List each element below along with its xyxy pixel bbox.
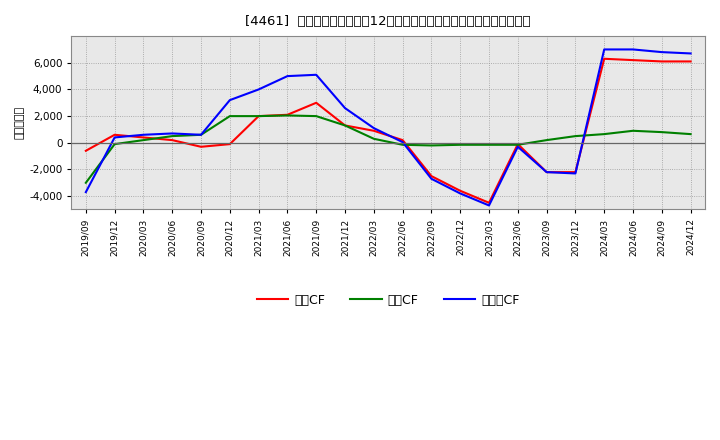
フリーCF bbox=[283, 73, 292, 79]
営業CF bbox=[629, 58, 637, 63]
投資CF bbox=[398, 142, 407, 147]
投資CF bbox=[110, 142, 119, 147]
フリーCF bbox=[600, 47, 608, 52]
投資CF bbox=[168, 133, 176, 139]
フリーCF bbox=[456, 191, 464, 196]
営業CF bbox=[168, 137, 176, 143]
営業CF bbox=[542, 169, 551, 175]
投資CF bbox=[657, 129, 666, 135]
フリーCF bbox=[139, 132, 148, 137]
営業CF bbox=[657, 59, 666, 64]
営業CF bbox=[398, 137, 407, 143]
投資CF bbox=[513, 142, 522, 147]
投資CF bbox=[600, 132, 608, 137]
投資CF bbox=[225, 114, 234, 119]
Line: フリーCF: フリーCF bbox=[86, 49, 690, 205]
営業CF bbox=[485, 200, 493, 205]
投資CF bbox=[485, 142, 493, 147]
投資CF bbox=[341, 123, 349, 128]
投資CF bbox=[456, 142, 464, 147]
営業CF bbox=[456, 188, 464, 194]
フリーCF bbox=[369, 125, 378, 131]
営業CF bbox=[197, 144, 205, 150]
投資CF bbox=[254, 114, 263, 119]
フリーCF bbox=[225, 98, 234, 103]
フリーCF bbox=[686, 51, 695, 56]
投資CF bbox=[542, 137, 551, 143]
フリーCF bbox=[427, 176, 436, 181]
Title: [4461]  キャッシュフローの12か月移動合計の対前年同期増減額の推移: [4461] キャッシュフローの12か月移動合計の対前年同期増減額の推移 bbox=[246, 15, 531, 28]
フリーCF bbox=[341, 106, 349, 111]
フリーCF bbox=[81, 190, 90, 195]
投資CF bbox=[686, 132, 695, 137]
フリーCF bbox=[312, 72, 320, 77]
営業CF bbox=[225, 142, 234, 147]
営業CF bbox=[600, 56, 608, 62]
フリーCF bbox=[571, 171, 580, 176]
投資CF bbox=[629, 128, 637, 133]
投資CF bbox=[369, 136, 378, 141]
フリーCF bbox=[629, 47, 637, 52]
フリーCF bbox=[513, 144, 522, 150]
Legend: 営業CF, 投資CF, フリーCF: 営業CF, 投資CF, フリーCF bbox=[252, 289, 525, 312]
営業CF bbox=[686, 59, 695, 64]
フリーCF bbox=[485, 203, 493, 208]
営業CF bbox=[283, 112, 292, 117]
営業CF bbox=[81, 148, 90, 154]
Line: 投資CF: 投資CF bbox=[86, 115, 690, 183]
フリーCF bbox=[657, 49, 666, 55]
営業CF bbox=[139, 135, 148, 140]
営業CF bbox=[254, 114, 263, 119]
営業CF bbox=[427, 173, 436, 179]
フリーCF bbox=[110, 135, 119, 140]
投資CF bbox=[427, 143, 436, 148]
フリーCF bbox=[197, 132, 205, 137]
投資CF bbox=[139, 137, 148, 143]
投資CF bbox=[283, 113, 292, 118]
フリーCF bbox=[542, 169, 551, 175]
営業CF bbox=[110, 132, 119, 137]
Y-axis label: （百万円）: （百万円） bbox=[15, 106, 25, 139]
フリーCF bbox=[168, 131, 176, 136]
フリーCF bbox=[398, 139, 407, 145]
フリーCF bbox=[254, 87, 263, 92]
投資CF bbox=[571, 133, 580, 139]
営業CF bbox=[312, 100, 320, 106]
投資CF bbox=[312, 114, 320, 119]
Line: 営業CF: 営業CF bbox=[86, 59, 690, 203]
営業CF bbox=[341, 123, 349, 128]
投資CF bbox=[81, 180, 90, 185]
営業CF bbox=[571, 169, 580, 175]
投資CF bbox=[197, 132, 205, 137]
営業CF bbox=[369, 128, 378, 133]
営業CF bbox=[513, 142, 522, 147]
